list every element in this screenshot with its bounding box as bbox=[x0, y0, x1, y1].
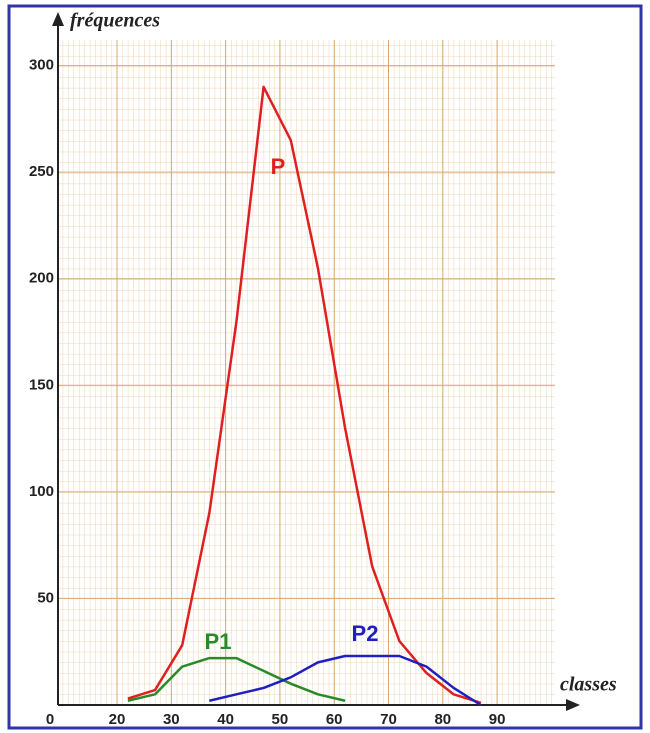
series-label: P1 bbox=[205, 629, 232, 654]
x-tick-label: 80 bbox=[434, 711, 451, 728]
series-label: P2 bbox=[352, 621, 379, 646]
x-tick-label: 30 bbox=[163, 711, 180, 728]
y-tick-label: 100 bbox=[29, 483, 54, 500]
series-line bbox=[209, 654, 482, 707]
y-tick-label: 200 bbox=[29, 270, 54, 287]
series-line bbox=[127, 656, 346, 702]
y-tick-label: 300 bbox=[29, 57, 54, 74]
x-tick-label: 60 bbox=[326, 711, 343, 728]
x-tick-label: 50 bbox=[272, 711, 289, 728]
y-axis-label: fréquences bbox=[70, 10, 160, 32]
x-tick-label: 70 bbox=[380, 711, 397, 728]
graph-paper bbox=[58, 40, 555, 705]
x-arrow bbox=[566, 699, 580, 711]
series-label: P bbox=[271, 154, 286, 179]
y-tick-label: 250 bbox=[29, 163, 54, 180]
x-tick-label: 40 bbox=[217, 711, 234, 728]
x-tick-label: 20 bbox=[109, 711, 126, 728]
series-line bbox=[127, 85, 482, 705]
x-axis-label: classes bbox=[560, 674, 617, 696]
y-tick-label: 150 bbox=[29, 376, 54, 393]
y-arrow bbox=[52, 12, 64, 26]
x-tick-label: 0 bbox=[46, 711, 54, 728]
x-tick-label: 90 bbox=[489, 711, 506, 728]
y-tick-label: 50 bbox=[37, 589, 54, 606]
